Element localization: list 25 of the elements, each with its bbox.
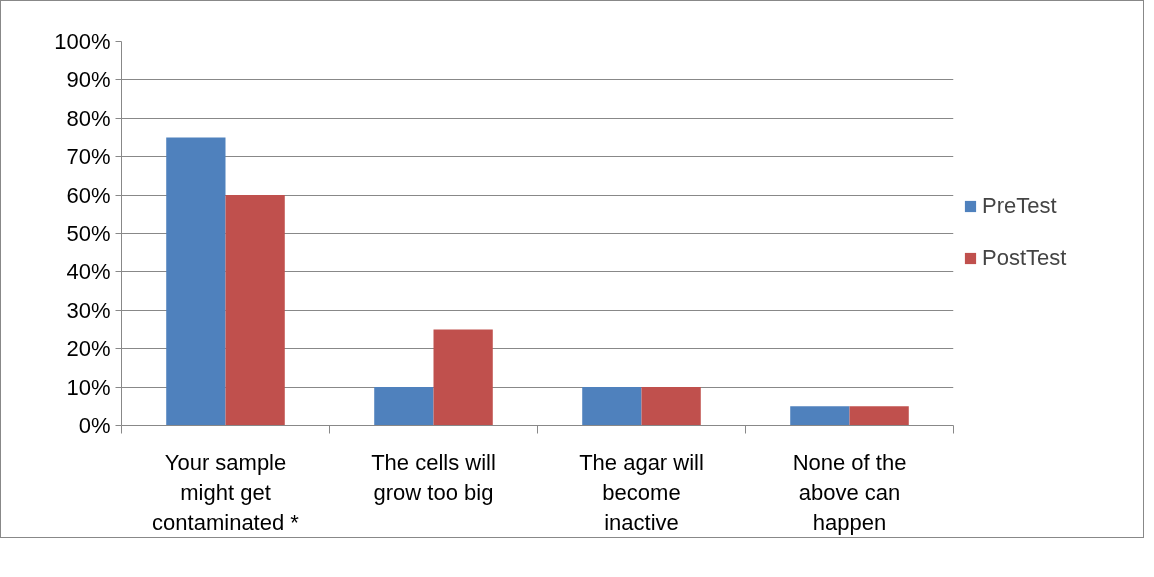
bar	[433, 329, 493, 426]
y-tick-label: 70%	[66, 144, 111, 170]
x-tick-label: None of the above can happen	[792, 449, 907, 535]
bar	[225, 195, 285, 426]
y-tick-label: 50%	[66, 221, 111, 246]
y-tick-label: 10%	[66, 374, 111, 400]
bar	[849, 406, 909, 426]
bar	[166, 137, 226, 426]
bar	[790, 406, 850, 426]
bar	[641, 387, 701, 426]
legend-label: PostTest	[982, 245, 1067, 271]
y-tick-label: 90%	[66, 67, 111, 93]
y-tick-label: 30%	[66, 297, 111, 323]
legend-label: PreTest	[982, 193, 1057, 219]
y-tick-label: 0%	[78, 413, 111, 438]
y-tick-label: 100%	[54, 29, 111, 54]
y-tick-label: 20%	[66, 336, 111, 362]
x-tick-label: The agar will become inactive	[579, 449, 704, 535]
y-tick-label: 40%	[66, 259, 111, 285]
x-tick-label: The cells will grow too big	[371, 449, 496, 505]
bar	[582, 387, 642, 426]
y-tick-label: 80%	[66, 105, 111, 131]
x-tick-label: Your sample might get contaminated *	[152, 449, 300, 535]
y-tick-label: 60%	[66, 182, 111, 208]
bar	[374, 387, 434, 426]
